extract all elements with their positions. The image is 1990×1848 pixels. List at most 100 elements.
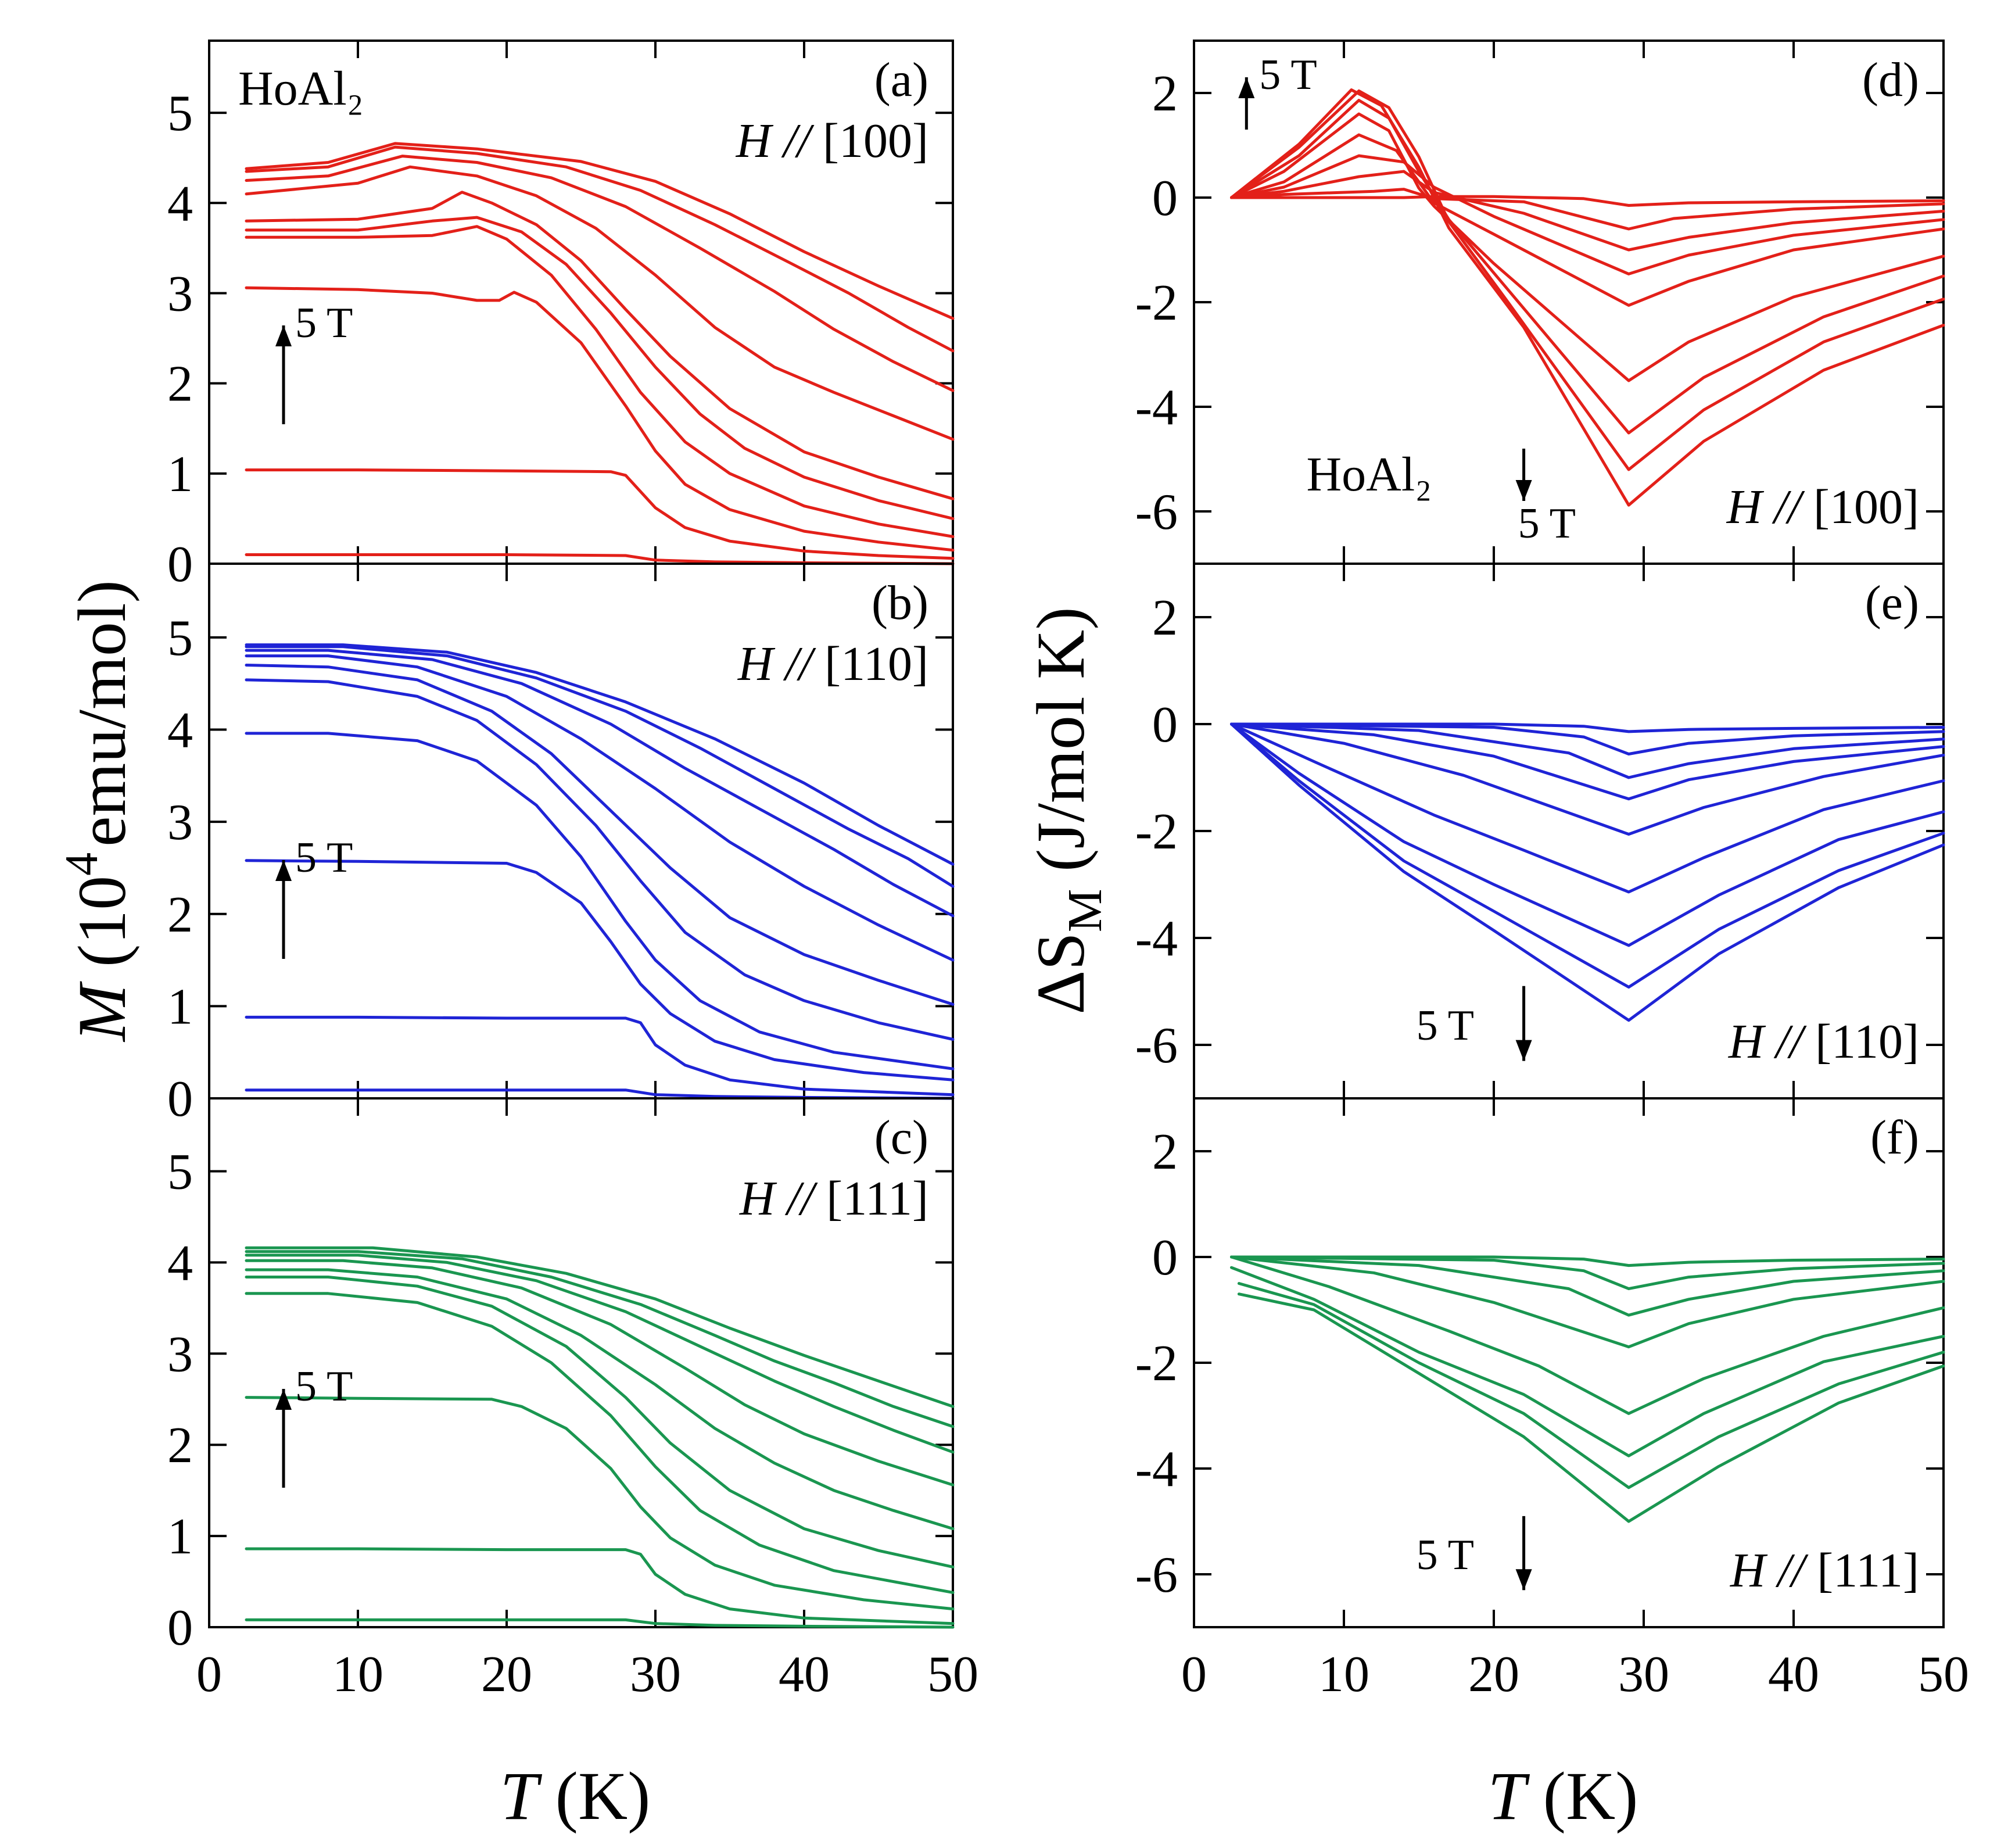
y-tick-label: 5 <box>167 85 193 142</box>
panels: 0 1 2 3 4 5 (a) H // [100] HoAl₂ 5 T 0 1 2 3 4 5 (b) H //… <box>167 40 1969 1703</box>
y-tick-label: 1 <box>167 1509 193 1565</box>
series-line-1-t <box>1230 1255 1945 1291</box>
panel-e: -6 -4 -2 0 2 (e) H // [110] 5 T <box>1135 563 1945 1100</box>
field-direction-label: H // [110] <box>1728 1015 1919 1069</box>
right-ylabel-units: (J/mol K) <box>1023 607 1099 889</box>
series-line-2.5-t <box>1230 133 1945 307</box>
series-line-4-t <box>1230 722 1945 989</box>
panel-a: 0 1 2 3 4 5 (a) H // [100] HoAl₂ 5 T <box>167 40 955 593</box>
field-h: H <box>1730 1543 1768 1598</box>
y-tick-label: -2 <box>1135 275 1178 331</box>
panel-b: 0 1 2 3 4 5 (b) H // [110] 5 T <box>167 563 955 1127</box>
y-tick-label: 2 <box>167 356 193 413</box>
series-line-3.5-t <box>245 664 955 1006</box>
left-y-axis-title: M (104 emu/mol) <box>56 580 140 1043</box>
y-tick-label: 4 <box>167 1235 193 1291</box>
series-line-3.5-t <box>1230 99 1945 435</box>
series-line-5-t-upper <box>245 643 955 866</box>
series-line-3-t <box>1230 112 1945 382</box>
series-line-3-t <box>245 1276 955 1568</box>
y-tick-label: 3 <box>167 794 193 851</box>
left-ylabel-m: M <box>64 981 140 1043</box>
series-line-3-t <box>1230 1266 1945 1457</box>
y-tick-label: -4 <box>1135 911 1178 967</box>
field-direction-label: H // [100] <box>1726 480 1919 534</box>
series-line-3-t <box>245 216 955 520</box>
series-line-3-t <box>1230 722 1945 894</box>
y-tick-label: -6 <box>1135 1547 1178 1603</box>
y-tick-label: 5 <box>167 1144 193 1201</box>
x-tick-label: 20 <box>1468 1646 1519 1703</box>
arrow-label: 5 T <box>295 299 353 347</box>
y-tick-label: 0 <box>1152 170 1178 227</box>
x-tick-label: 40 <box>1768 1646 1819 1703</box>
field-h: H <box>1726 480 1765 534</box>
series-line-3.5-t <box>245 191 955 500</box>
right-y-axis-title: ΔSM (J/mol K) <box>1023 607 1112 1014</box>
series-line-2-t <box>245 1396 955 1611</box>
series-line-2-t <box>245 859 955 1081</box>
x-tick-label: 30 <box>630 1646 681 1703</box>
field-sep: // <box>773 637 824 691</box>
series-line-2-t <box>1230 154 1945 275</box>
y-tick-label: 0 <box>167 536 193 593</box>
field-h: H <box>1728 1015 1766 1069</box>
series-line-2-t <box>245 286 955 552</box>
arrow-up-head <box>1238 77 1255 98</box>
x-tick-label: 40 <box>779 1646 830 1703</box>
arrow-down-head <box>1515 1040 1532 1061</box>
x-tick-label: 30 <box>1618 1646 1669 1703</box>
series-line-0.5-t <box>1230 195 1945 207</box>
field-direction-label: H // [111] <box>739 1172 928 1226</box>
series-line-4-t <box>245 654 955 962</box>
y-tick-label: 2 <box>1152 66 1178 122</box>
series-line-0.1-t <box>245 1618 955 1629</box>
field-index: [110] <box>1815 1015 1919 1069</box>
y-tick-label: -2 <box>1135 1335 1178 1392</box>
x-tick-label: 10 <box>1318 1646 1369 1703</box>
field-direction-label: H // [100] <box>736 114 928 168</box>
series-line-1-t <box>1230 188 1945 231</box>
field-index: [100] <box>823 114 928 168</box>
series-line-1-t <box>1230 722 1945 755</box>
panel-label: (e) <box>1865 576 1919 630</box>
left-ylabel-rest: (10 <box>64 876 140 984</box>
y-tick-label: 4 <box>167 176 193 232</box>
field-sep: // <box>771 114 823 168</box>
x-tick-label: 0 <box>1181 1646 1207 1703</box>
field-sep: // <box>1763 1015 1815 1069</box>
y-tick-label: -4 <box>1135 1441 1178 1498</box>
y-tick-label: 2 <box>1152 1124 1178 1180</box>
arrow-up-label: 5 T <box>1259 51 1317 99</box>
panel-d: -6 -4 -2 0 2 (d) H // [100] HoAl₂ 5 T 5 T <box>1135 40 1945 565</box>
y-tick-label: -4 <box>1135 379 1178 436</box>
series-line-2.5-t <box>245 732 955 1070</box>
y-tick-label: 0 <box>167 1600 193 1656</box>
series-line-2-t <box>1230 722 1945 801</box>
arrow-label: 5 T <box>295 1363 353 1410</box>
y-tick-label: 2 <box>167 1417 193 1474</box>
y-tick-label: 0 <box>1152 697 1178 753</box>
panel-label: (c) <box>874 1111 928 1165</box>
series-line-5-t <box>1230 88 1945 507</box>
field-h: H <box>737 637 776 691</box>
field-sep: // <box>1766 1543 1817 1598</box>
y-tick-label: 5 <box>167 610 193 667</box>
left-xlabel-t: T <box>500 1758 543 1834</box>
left-x-axis-title: T (K) <box>500 1758 651 1834</box>
left-ylabel-units: emu/mol) <box>64 580 140 847</box>
arrow-down-label: 5 T <box>1518 500 1576 547</box>
y-tick-label: -6 <box>1135 484 1178 540</box>
panel-label: (f) <box>1870 1111 1919 1165</box>
arrow-down-head <box>1515 480 1532 501</box>
right-ylabel-sub: M <box>1058 889 1112 932</box>
y-tick-label: -2 <box>1135 804 1178 860</box>
arrow-down-label: 5 T <box>1417 1531 1474 1579</box>
series-line-5-t <box>1230 722 1945 1022</box>
arrow-up-head <box>275 860 292 881</box>
series-line-4.5-t <box>245 1254 955 1454</box>
series-line-3.5-t <box>1237 1282 1945 1489</box>
series-line-3-t <box>245 678 955 1041</box>
